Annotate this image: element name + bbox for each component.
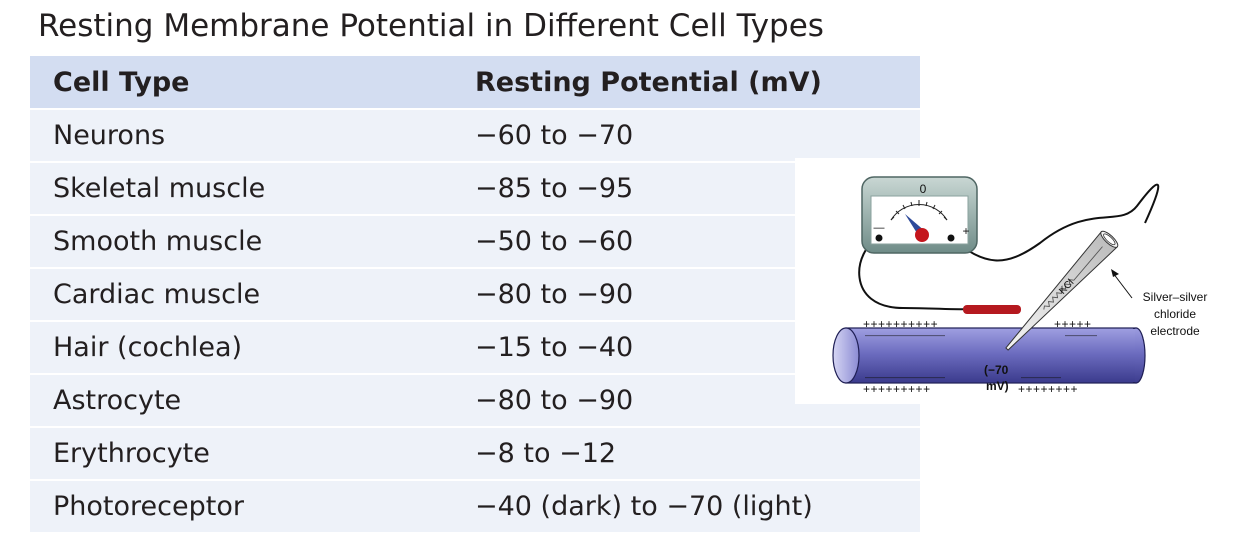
- meter-minus-label: —: [874, 222, 885, 234]
- cell-type: Neurons: [30, 109, 452, 163]
- meter-terminal-positive: [947, 234, 955, 242]
- charges-outside-top-right: +++++: [1054, 317, 1092, 331]
- silver-chloride-wire: [1043, 246, 1103, 310]
- charges-outside-bottom-right: ++++++++: [1018, 382, 1078, 396]
- cell-type: Skeletal muscle: [30, 162, 452, 216]
- cell-type: Smooth muscle: [30, 215, 452, 269]
- table-row: Neurons −60 to −70: [30, 109, 920, 163]
- table-row: Cardiac muscle −80 to −90: [30, 268, 920, 322]
- cell-type: Erythrocyte: [30, 427, 452, 481]
- resting-potential-value: −8 to −12: [452, 427, 920, 481]
- cell-membrane: [832, 327, 1146, 384]
- potential-label-line1: (−70: [984, 363, 1009, 377]
- ground-electrode: [963, 305, 1021, 314]
- page-title: Resting Membrane Potential in Different …: [38, 8, 824, 44]
- resting-potential-value: −60 to −70: [452, 109, 920, 163]
- table-row: Skeletal muscle −85 to −95: [30, 162, 920, 216]
- cell-type: Hair (cochlea): [30, 321, 452, 375]
- table-row: Smooth muscle −50 to −60: [30, 215, 920, 269]
- electrode-label-line1: Silver–silver: [1143, 290, 1208, 304]
- meter-terminal-negative: [875, 234, 883, 242]
- charges-inside-top-right: ————: [1065, 331, 1097, 340]
- cell-type: Astrocyte: [30, 374, 452, 428]
- charges-inside-bottom-left: ——————————: [865, 373, 945, 382]
- wire-to-ground: [858, 237, 970, 311]
- cell-cut-end: [832, 327, 860, 384]
- membrane-potential-diagram: 0 — + ++++++++++ +++++ —————————— ———— —…: [795, 158, 1237, 404]
- meter-pivot: [915, 228, 929, 242]
- table-row: Astrocyte −80 to −90: [30, 374, 920, 428]
- voltmeter: 0 — +: [861, 176, 978, 254]
- charges-outside-bottom-left: +++++++++: [863, 382, 931, 396]
- charges-inside-top-left: ——————————: [865, 331, 945, 340]
- resting-potential-value: −50 to −60: [452, 215, 920, 269]
- cell-type: Cardiac muscle: [30, 268, 452, 322]
- diagram-svg: 0 — + ++++++++++ +++++ —————————— ———— —…: [832, 176, 1208, 396]
- meter-plus-label: +: [962, 224, 969, 238]
- cell-type: Photoreceptor: [30, 480, 452, 534]
- table-row: Photoreceptor −40 (dark) to −70 (light): [30, 480, 920, 534]
- table-row: Hair (cochlea) −15 to −40: [30, 321, 920, 375]
- potential-label-line2: mV): [986, 379, 1009, 393]
- table-header-row: Cell Type Resting Potential (mV): [30, 56, 920, 110]
- callout-arrow-line: [1112, 272, 1133, 299]
- electrode-label-line3: electrode: [1150, 324, 1200, 338]
- callout-arrowhead: [1111, 269, 1119, 277]
- header-cell-type: Cell Type: [30, 56, 452, 110]
- resting-potential-value: −40 (dark) to −70 (light): [452, 480, 920, 534]
- charges-inside-bottom-right: —————: [1021, 373, 1061, 382]
- table-row: Erythrocyte −8 to −12: [30, 427, 920, 481]
- wire-to-electrode: [950, 183, 1160, 262]
- header-resting-potential: Resting Potential (mV): [452, 56, 920, 110]
- charges-outside-top-left: ++++++++++: [863, 317, 938, 331]
- meter-zero-label: 0: [920, 182, 927, 196]
- resting-potential-table: Cell Type Resting Potential (mV) Neurons…: [30, 56, 920, 534]
- electrode-label-line2: chloride: [1154, 307, 1196, 321]
